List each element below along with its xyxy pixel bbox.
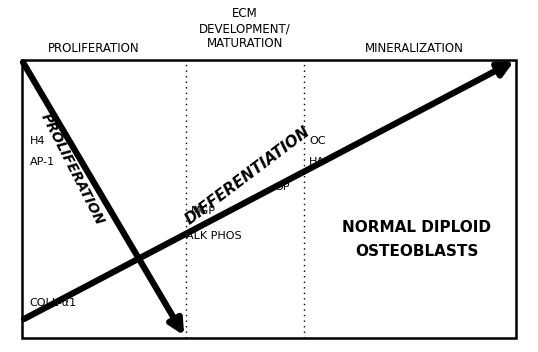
- Text: AP-1: AP-1: [30, 157, 55, 167]
- Text: MINERALIZATION: MINERALIZATION: [365, 42, 464, 55]
- Text: COLL-α1: COLL-α1: [30, 298, 77, 308]
- Text: ECM
DEVELOPMENT/
MATURATION: ECM DEVELOPMENT/ MATURATION: [199, 7, 291, 50]
- Text: ALK PHOS: ALK PHOS: [186, 231, 241, 241]
- Text: HA: HA: [309, 157, 325, 167]
- Text: OC: OC: [309, 136, 326, 146]
- Text: PROLIFERATION: PROLIFERATION: [48, 42, 140, 55]
- Text: NORMAL DIPLOID
OSTEOBLASTS: NORMAL DIPLOID OSTEOBLASTS: [343, 220, 491, 259]
- Text: MGP: MGP: [191, 206, 216, 216]
- Text: PROLIFERATION: PROLIFERATION: [38, 111, 107, 227]
- Text: H4: H4: [30, 136, 45, 146]
- Text: OP: OP: [274, 182, 290, 191]
- Text: DIFFERENTIATION: DIFFERENTIATION: [182, 124, 313, 228]
